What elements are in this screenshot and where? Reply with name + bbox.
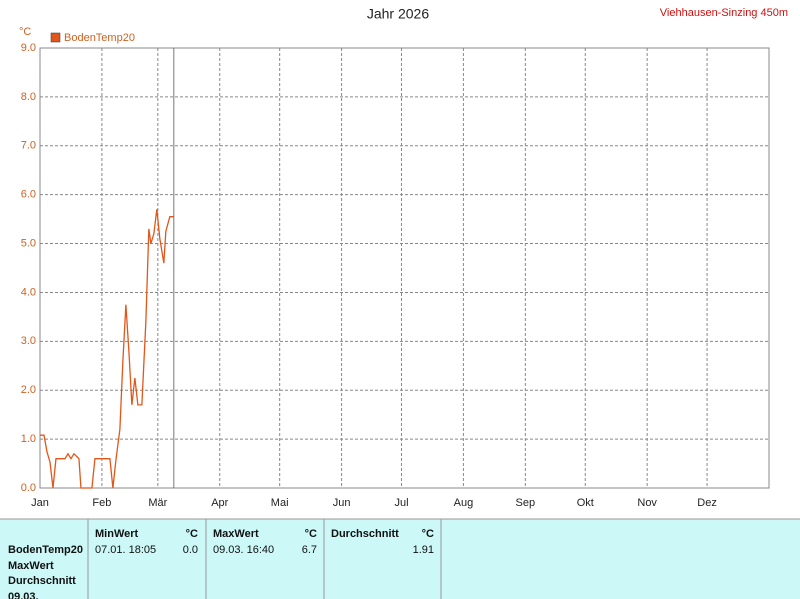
y-tick-label: 5.0	[21, 237, 36, 249]
table-bg	[0, 519, 800, 599]
cell: 09.03. 16:40	[213, 544, 274, 556]
x-tick-label: Aug	[454, 497, 474, 509]
y-tick-label: 9.0	[21, 42, 36, 54]
x-tick-label: Jun	[333, 497, 351, 509]
y-unit: °C	[19, 26, 31, 38]
legend-swatch	[50, 32, 61, 43]
y-tick-label: 1.0	[21, 433, 36, 445]
y-tick-label: 4.0	[21, 286, 36, 298]
cell: 07.01. 18:05	[95, 544, 156, 556]
chart-title: Jahr 2026	[367, 6, 429, 22]
y-tick-label: 8.0	[21, 91, 36, 103]
x-tick-label: Mär	[148, 497, 167, 509]
x-tick-label: Nov	[637, 497, 657, 509]
y-tick-label: 7.0	[21, 140, 36, 152]
y-tick-label: 2.0	[21, 384, 36, 396]
table-header: °C	[186, 528, 198, 540]
data-line	[40, 209, 174, 489]
x-tick-label: Sep	[516, 497, 536, 509]
x-tick-label: Mai	[271, 497, 289, 509]
row-label: BodenTemp20	[8, 544, 83, 556]
cell: 0.0	[183, 544, 198, 556]
table-header: MaxWert	[213, 528, 259, 540]
row-label: 09.03.	[8, 591, 39, 599]
row-label: MaxWert	[8, 560, 54, 572]
y-tick-label: 3.0	[21, 335, 36, 347]
table-header: Durchschnitt	[331, 528, 399, 540]
table-header: °C	[422, 528, 434, 540]
x-tick-label: Jul	[394, 497, 408, 509]
table-header: °C	[305, 528, 317, 540]
x-tick-label: Okt	[577, 497, 594, 509]
x-tick-label: Dez	[697, 497, 717, 509]
table-header: MinWert	[95, 528, 139, 540]
x-tick-label: Feb	[92, 497, 111, 509]
legend-label: BodenTemp20	[64, 32, 135, 44]
x-tick-label: Jan	[31, 497, 49, 509]
x-tick-label: Apr	[211, 497, 228, 509]
station: Viehhausen-Sinzing 450m	[660, 7, 788, 19]
y-tick-label: 0.0	[21, 482, 36, 494]
cell: 1.91	[413, 544, 434, 556]
row-label: Durchschnitt	[8, 575, 76, 587]
cell: 6.7	[302, 544, 317, 556]
y-tick-label: 6.0	[21, 189, 36, 201]
plot-border	[39, 47, 770, 489]
